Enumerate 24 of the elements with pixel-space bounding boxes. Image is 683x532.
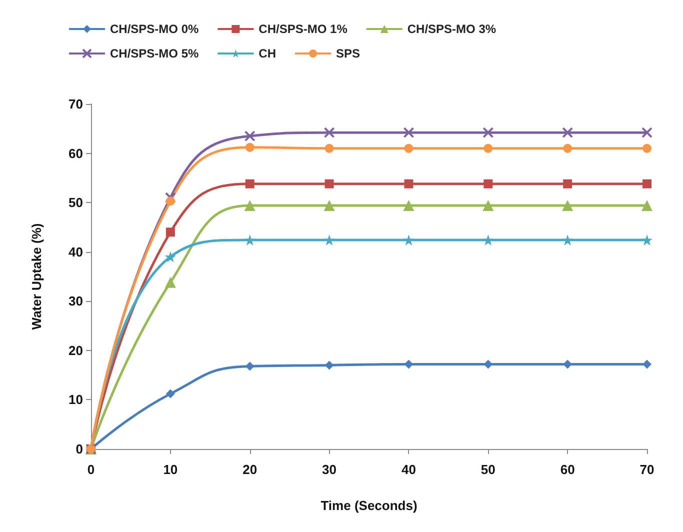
y-tick-label: 70 xyxy=(68,96,83,112)
x-tick-label: 0 xyxy=(87,462,95,477)
y-tick-label: 0 xyxy=(76,442,83,456)
legend-label: CH/SPS-MO 1% xyxy=(258,22,348,36)
x-tick-label: 40 xyxy=(401,462,416,477)
legend-label: CH/SPS-MO 0% xyxy=(110,22,200,36)
y-tick-label: 10 xyxy=(68,392,83,408)
x-tick-label: 50 xyxy=(480,462,496,477)
x-tick-label: 70 xyxy=(640,462,654,477)
x-tick-label: 20 xyxy=(242,462,258,477)
y-tick-label: 40 xyxy=(68,244,83,260)
x-tick-label: 30 xyxy=(322,462,337,477)
y-axis-title: Water Uptake (%) xyxy=(29,223,44,330)
legend-label: SPS xyxy=(336,46,360,60)
legend-label: CH/SPS-MO 3% xyxy=(407,22,496,36)
legend-label: CH/SPS-MO 5% xyxy=(110,46,200,60)
y-tick-label: 30 xyxy=(68,294,83,309)
y-tick-label: 20 xyxy=(68,342,83,358)
y-tick-label: 50 xyxy=(68,195,83,210)
legend-label: CH xyxy=(258,46,276,60)
x-tick-label: 10 xyxy=(163,462,178,477)
x-axis-title: Time (Seconds) xyxy=(320,498,418,513)
x-tick-label: 60 xyxy=(560,462,575,477)
y-tick-label: 60 xyxy=(68,146,83,161)
